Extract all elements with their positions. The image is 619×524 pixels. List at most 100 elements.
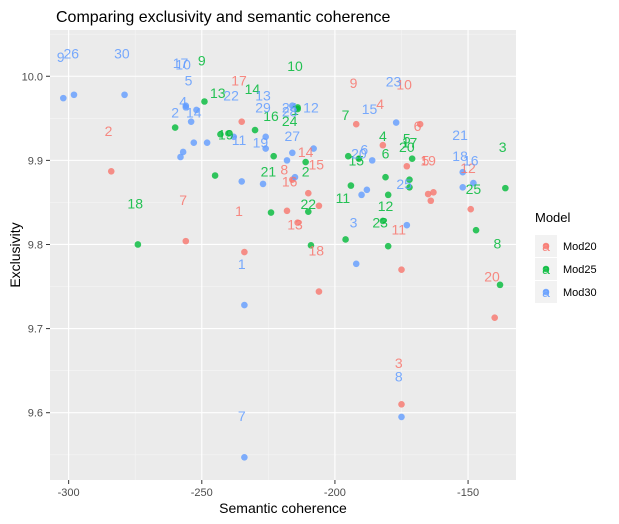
- point-label-mod25: 22: [301, 196, 317, 212]
- data-point-mod30: [403, 221, 411, 229]
- plot-panel: [50, 30, 516, 480]
- data-point-mod30: [230, 133, 238, 141]
- data-point-mod25: [267, 209, 275, 216]
- data-point-mod25: [406, 183, 413, 191]
- data-point-mod30: [190, 139, 198, 147]
- point-label-mod20: 10: [396, 77, 412, 93]
- point-label-mod25: 19: [218, 126, 234, 142]
- point-label-mod20: 13: [287, 216, 303, 232]
- data-point-mod30: [70, 91, 78, 99]
- data-point-mod25: [342, 236, 349, 243]
- legend-key-letter-mod25: a: [542, 261, 550, 277]
- point-label-mod30: 3: [350, 215, 358, 231]
- data-point-mod20: [403, 162, 411, 170]
- point-label-mod30: 19: [253, 135, 269, 151]
- data-point-mod30: [283, 157, 291, 164]
- x-tick-label: -250: [191, 487, 213, 499]
- data-point-mod30: [241, 301, 248, 309]
- point-label-mod30: 17: [173, 55, 189, 71]
- data-point-mod25: [294, 104, 301, 111]
- chart-title: Comparing exclusivity and semantic coher…: [56, 9, 390, 26]
- data-point-mod20: [398, 400, 405, 408]
- data-point-mod25: [472, 226, 480, 234]
- point-label-mod25: 14: [245, 81, 261, 97]
- data-point-mod20: [416, 120, 424, 128]
- point-label-mod30: 29: [255, 99, 271, 115]
- data-point-mod25: [225, 130, 232, 137]
- data-point-mod30: [398, 413, 405, 421]
- grid-minor: [50, 30, 516, 480]
- data-point-mod20: [241, 248, 248, 256]
- point-label-mod25: 4: [379, 128, 387, 144]
- point-label-mod25: 12: [378, 198, 394, 214]
- point-label-mod20: 18: [308, 242, 324, 258]
- point-label-mod20: 2: [105, 123, 113, 139]
- data-point-mod30: [392, 119, 400, 126]
- data-point-mod25: [171, 124, 179, 131]
- point-label-mod20: 11: [392, 221, 407, 237]
- point-label-mod30: 26: [64, 46, 80, 62]
- point-label-mod30: 18: [452, 148, 468, 164]
- data-point-mod25: [344, 152, 352, 160]
- point-label-mod25: 6: [382, 146, 390, 162]
- point-label-mod30: 23: [386, 73, 402, 89]
- legend: Model a Mod20 a Mod25 a Mod30: [535, 210, 597, 303]
- legend-key-letter-mod30: a: [542, 284, 550, 300]
- data-point-mod20: [182, 237, 190, 245]
- data-point-mod30: [262, 133, 269, 141]
- data-point-mod30: [459, 168, 467, 176]
- data-point-mod30: [182, 102, 190, 110]
- point-label-mod30: 5: [185, 72, 193, 88]
- data-point-mod25: [502, 184, 509, 192]
- legend-title: Model: [535, 210, 571, 225]
- point-label-mod20: 15: [308, 157, 324, 173]
- point-label-mod20: 19: [420, 152, 436, 168]
- point-label-mod20: 7: [179, 192, 187, 208]
- point-label-mod20: 16: [282, 173, 298, 189]
- point-label-mod20: 20: [484, 268, 500, 284]
- point-label-mod30: 4: [179, 93, 187, 109]
- y-tick-label: 9.9: [28, 155, 43, 167]
- data-point-mod25: [134, 241, 142, 248]
- data-point-mod30: [368, 157, 376, 164]
- point-label-mod25: 18: [127, 195, 143, 211]
- data-point-mod25: [382, 173, 389, 181]
- point-label-mod30: 27: [285, 128, 301, 144]
- data-point-mod30: [289, 149, 296, 157]
- data-point-mod25: [270, 152, 277, 160]
- point-label-mod20: 14: [298, 144, 314, 160]
- y-tick-label: 9.8: [28, 239, 43, 251]
- point-label-mod25: 1: [291, 102, 299, 118]
- point-label-mod20: 6: [414, 118, 422, 134]
- legend-key-point-mod25: [542, 265, 550, 273]
- point-label-mod25: 24: [282, 113, 298, 129]
- y-axis-title: Exclusivity: [7, 222, 23, 287]
- y-tick-label: 9.7: [28, 324, 43, 336]
- point-label-mod25: 10: [287, 58, 303, 74]
- data-points: [60, 91, 509, 461]
- data-point-mod25: [496, 281, 504, 289]
- legend-keys: a Mod20 a Mod25 a Mod30: [535, 235, 597, 303]
- point-label-mod25: 2: [302, 163, 310, 179]
- point-label-mod25: 23: [372, 215, 388, 231]
- data-point-mod25: [379, 217, 387, 225]
- data-point-mod25: [201, 98, 208, 105]
- point-label-mod25: 20: [399, 139, 415, 155]
- x-tick-label: -200: [324, 487, 346, 499]
- y-axis-ticks: 9.6 9.7 9.8 9.9 10.0: [22, 71, 50, 420]
- data-point-mod25: [406, 176, 413, 184]
- data-point-mod20: [283, 207, 291, 215]
- point-label-mod30: 9: [57, 49, 65, 65]
- point-label-mod25: 8: [493, 236, 501, 252]
- point-label-mod20: 1: [235, 203, 243, 219]
- x-tick-label: -300: [58, 487, 80, 499]
- data-point-mod20: [491, 314, 498, 321]
- legend-key-letter-mod20: a: [542, 238, 550, 254]
- point-label-mod30: 8: [395, 369, 403, 385]
- point-label-mod30: 2: [171, 104, 179, 120]
- point-label-mod25: 17: [402, 135, 418, 151]
- point-label-mod25: 25: [466, 181, 482, 197]
- data-point-mod25: [211, 172, 219, 179]
- data-point-mod30: [177, 153, 184, 161]
- point-label-mod20: 5: [422, 152, 430, 168]
